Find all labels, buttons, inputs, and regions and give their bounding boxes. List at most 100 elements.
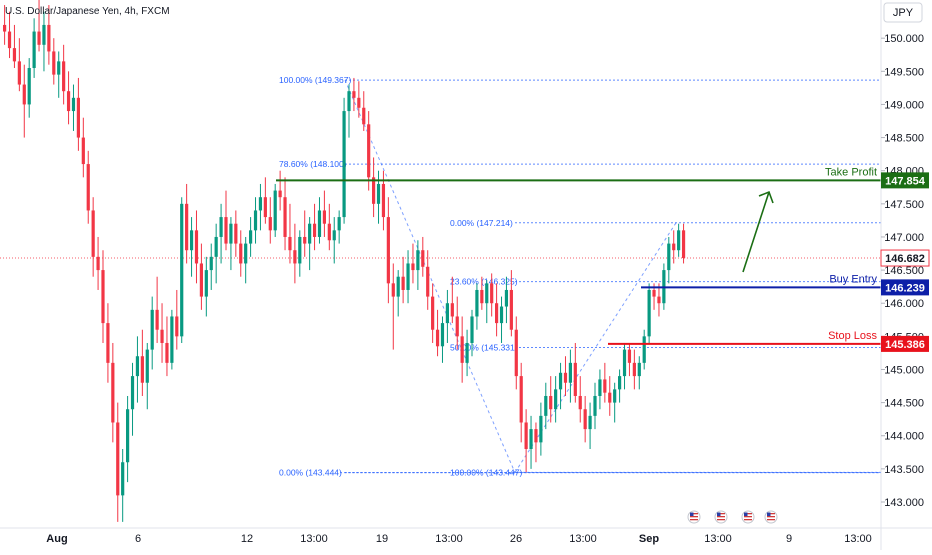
candle-body <box>170 316 174 363</box>
flag-stripe <box>690 513 698 515</box>
candle-body <box>278 190 282 198</box>
candle-body <box>199 263 203 297</box>
candle-body <box>539 415 543 443</box>
candle-body <box>76 97 80 138</box>
candle-body <box>37 31 41 45</box>
us-flag-icon[interactable] <box>714 510 728 524</box>
candle-body <box>563 372 568 383</box>
candle-body <box>209 256 213 271</box>
economic-events[interactable] <box>687 510 778 524</box>
currency-button-label: JPY <box>893 7 914 19</box>
flag-canton <box>690 512 694 516</box>
price-tick-label: 143.000 <box>884 497 924 509</box>
flag-stripe <box>690 519 698 521</box>
flag-canton <box>767 512 771 516</box>
candle-body <box>637 362 641 377</box>
candle-body <box>401 276 405 290</box>
candle-body <box>312 223 317 237</box>
candle-body <box>381 183 386 218</box>
time-tick-label: 13:00 <box>844 533 872 545</box>
candle-body <box>194 230 199 264</box>
candle-body <box>96 256 100 271</box>
candle-body <box>411 263 415 271</box>
last-price-text: 146.682 <box>885 253 925 265</box>
take-profit-label: Take Profit <box>825 166 877 178</box>
candle-body <box>367 124 371 178</box>
fib-level-label: 78.60% (148.100) <box>279 159 347 169</box>
candle-body <box>396 276 400 297</box>
candle-body <box>185 203 189 251</box>
arrow-head-icon[interactable] <box>758 190 774 204</box>
candle-body <box>578 395 582 410</box>
candle-body <box>573 362 577 396</box>
currency-button[interactable]: JPY <box>883 2 923 23</box>
fib-level-label: 100.00% (143.447) <box>450 467 522 477</box>
candle-body <box>681 230 686 259</box>
price-tick-label: 145.000 <box>884 364 924 376</box>
candle-body <box>504 289 509 307</box>
buy-entry-label: Buy Entry <box>829 273 877 285</box>
trade-levels[interactable]: Take Profit Buy Entry Stop Loss <box>276 166 881 345</box>
candle-body <box>268 217 272 231</box>
candle-body <box>652 289 656 297</box>
flag-stripe <box>717 513 725 515</box>
arrow-shaft[interactable] <box>742 191 770 273</box>
flag-stripe <box>717 519 725 521</box>
candle-body <box>514 329 518 377</box>
price-tick-label: 144.000 <box>884 431 924 443</box>
flag-stripe <box>744 519 752 521</box>
candle-body <box>568 362 572 383</box>
us-flag-icon[interactable] <box>764 510 778 524</box>
candle-body <box>253 210 258 231</box>
candle-body <box>435 329 440 347</box>
flag-stripe <box>744 516 752 518</box>
candle-body <box>145 349 149 383</box>
us-flag-icon[interactable] <box>687 510 701 524</box>
flag-canton <box>717 512 721 516</box>
candle-body <box>391 283 395 297</box>
price-axis[interactable]: 150.000149.500149.000148.500148.000147.5… <box>881 33 924 509</box>
time-tick-label: 6 <box>135 533 141 545</box>
candlesticks <box>3 0 686 522</box>
time-tick-label: 19 <box>376 533 388 545</box>
candle-body <box>219 217 223 237</box>
stop-loss-price-text: 145.386 <box>885 339 925 351</box>
time-tick-label: 26 <box>510 533 522 545</box>
candle-body <box>298 236 302 264</box>
candle-body <box>421 250 425 267</box>
projection-arrow[interactable] <box>742 190 774 273</box>
flag-stripe <box>767 516 775 518</box>
candle-body <box>189 230 194 251</box>
candle-body <box>549 395 553 410</box>
fib-trend-line[interactable] <box>344 79 516 473</box>
candle-body <box>111 362 115 423</box>
candle-body <box>416 250 420 271</box>
candle-body <box>647 289 651 337</box>
candle-body <box>460 336 464 363</box>
candle-body <box>509 289 513 330</box>
candle-body <box>357 97 361 108</box>
candle-body <box>588 415 592 430</box>
candle-body <box>121 462 125 496</box>
candle-body <box>52 51 56 75</box>
candle-body <box>71 97 76 112</box>
candle-body <box>155 309 159 330</box>
candle-body <box>81 137 85 165</box>
candle-body <box>106 323 110 363</box>
candle-body <box>22 84 26 105</box>
candle-body <box>362 107 366 125</box>
fibonacci-retracements[interactable]: 100.00% (149.367) 78.60% (148.100) 0.00% (… <box>279 75 881 478</box>
candle-body <box>229 223 233 244</box>
candle-body <box>480 289 484 304</box>
time-axis[interactable]: Aug 6 12 13:00 19 13:00 26 13:00 Sep 13:00 9 13:00 <box>46 533 871 545</box>
price-tick-label: 149.000 <box>884 99 924 111</box>
us-flag-icon[interactable] <box>741 510 755 524</box>
candle-body <box>12 48 17 62</box>
candle-body <box>445 303 449 324</box>
price-labels: 147.854 146.239 145.386 146.682 <box>880 172 930 352</box>
candle-body <box>293 250 297 264</box>
time-tick-label: 13:00 <box>704 533 732 545</box>
candle-body <box>490 283 494 304</box>
